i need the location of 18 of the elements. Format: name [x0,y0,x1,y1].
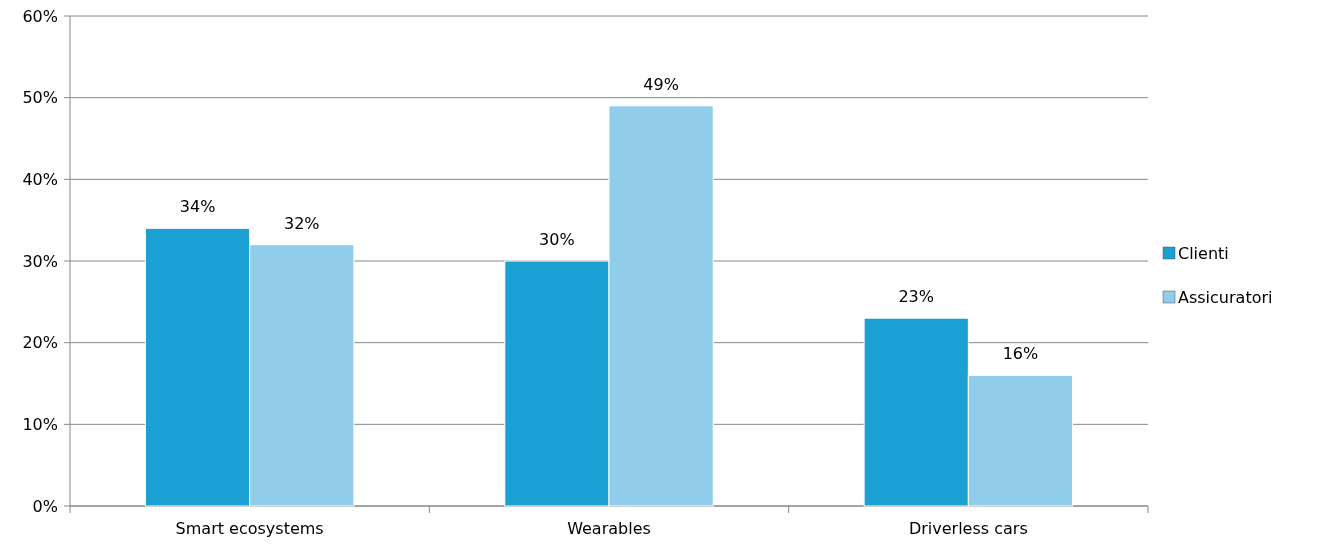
x-tick-label: Smart ecosystems [175,519,324,538]
y-tick-label: 40% [22,169,58,189]
legend-label: Clienti [1178,243,1229,263]
data-label: 23% [898,287,935,307]
y-tick-label: 0% [32,496,58,516]
data-label: 32% [283,213,320,233]
y-tick-label: 30% [22,251,58,271]
x-tick-label: Wearables [567,519,651,538]
data-label: 49% [643,74,679,94]
y-tick-label: 50% [22,88,58,108]
data-label: 34% [179,197,216,217]
y-tick-label: 20% [22,333,58,353]
y-tick-label: 60% [22,6,58,26]
y-tick-label: 10% [22,414,58,434]
legend-label: Assicuratori [1178,287,1273,307]
x-tick-label: Driverless cars [908,519,1028,538]
data-label: 16% [1002,344,1039,364]
data-label: 30% [539,230,575,249]
